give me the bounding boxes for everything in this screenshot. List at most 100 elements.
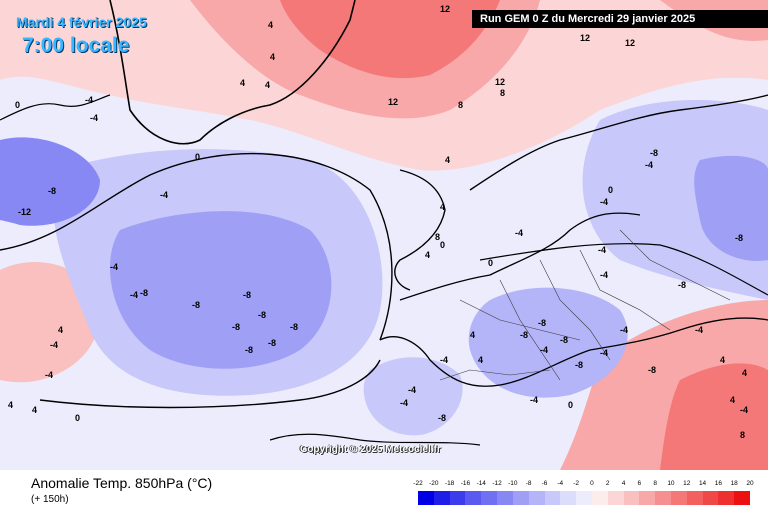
anomaly-value-label: -8 (648, 365, 656, 375)
legend-swatch (560, 491, 577, 505)
anomaly-value-label: -4 (540, 345, 548, 355)
anomaly-value-label: 4 (478, 355, 483, 365)
anomaly-value-label: -8 (192, 300, 200, 310)
anomaly-value-label: -8 (290, 322, 298, 332)
anomaly-value-label: 4 (470, 330, 475, 340)
legend-label: 20 (746, 480, 754, 487)
legend-swatch (576, 491, 592, 505)
legend-swatch (639, 491, 656, 505)
anomaly-value-label: 8 (435, 232, 440, 242)
legend-label: 10 (667, 480, 675, 487)
anomaly-value-label: 0 (568, 400, 573, 410)
anomaly-map: 12 12 12 12 8 12 8 4 4 4 4 4 0 0 -4 -4 -4 -4 -8 -12 -4 -8 -8 -8… (0, 0, 768, 470)
anomaly-value-label: 12 (625, 38, 635, 48)
color-legend: -22 -20 -18 -16 -14 -12 -10 -8 -6 -4 -2 0 2 4 6 8 10 12 14… (413, 480, 754, 508)
anomaly-value-label: -8 (258, 310, 266, 320)
forecast-time: 7:00 locale (22, 34, 130, 57)
legend-swatch (671, 491, 687, 505)
anomaly-value-label: -4 (45, 370, 53, 380)
legend-swatch (528, 491, 545, 505)
anomaly-value-label: 8 (740, 430, 745, 440)
warm-southeast-core (660, 363, 768, 470)
legend-label: 14 (698, 480, 707, 487)
legend-swatch (655, 491, 671, 505)
anomaly-value-label: -4 (600, 270, 608, 280)
anomaly-value-label: -4 (130, 290, 138, 300)
anomaly-value-label: -4 (620, 325, 628, 335)
anomaly-value-label: -8 (48, 186, 56, 196)
legend-label: 0 (590, 480, 594, 487)
map-title: Anomalie Temp. 850hPa (°C) (31, 475, 213, 491)
legend-label: -2 (573, 480, 579, 487)
legend-label: -10 (508, 480, 518, 487)
anomaly-value-label: -4 (740, 405, 748, 415)
anomaly-value-label: 12 (580, 33, 590, 43)
anomaly-value-label: 4 (270, 52, 275, 62)
legend-swatch (623, 491, 640, 505)
anomaly-value-label: -4 (515, 228, 523, 238)
anomaly-value-label: -4 (85, 95, 93, 105)
anomaly-value-label: -4 (600, 197, 608, 207)
legend-label: 8 (653, 480, 657, 487)
anomaly-value-label: 4 (742, 368, 747, 378)
legend-label: 6 (637, 480, 642, 487)
cold-atlantic-core (110, 211, 332, 369)
contour-zero-west (0, 152, 393, 341)
anomaly-value-label: 4 (240, 78, 245, 88)
anomaly-value-label: 12 (388, 97, 398, 107)
anomaly-value-label: 4 (268, 20, 273, 30)
legend-label: -20 (429, 480, 439, 487)
britain-coast (394, 169, 446, 291)
anomaly-value-label: 0 (440, 240, 445, 250)
anomaly-value-label: -4 (530, 395, 538, 405)
legend-swatch (497, 491, 513, 505)
anomaly-value-label: -8 (650, 148, 658, 158)
legend-swatch (418, 491, 434, 505)
anomaly-value-label: -4 (600, 348, 608, 358)
legend-swatch (512, 491, 529, 505)
africa-coast (269, 433, 481, 446)
anomaly-value-label: -4 (110, 262, 118, 272)
anomaly-value-label: -8 (243, 290, 251, 300)
anomaly-value-label: -8 (232, 322, 240, 332)
anomaly-value-label: -4 (50, 340, 58, 350)
legend-label: -22 (413, 480, 423, 487)
legend-swatch (686, 491, 703, 505)
anomaly-value-label: -8 (520, 330, 528, 340)
anomaly-value-label: -4 (90, 113, 98, 123)
legend-swatch (465, 491, 482, 505)
anomaly-value-label: -8 (268, 338, 276, 348)
anomaly-value-label: -8 (735, 233, 743, 243)
anomaly-value-label: -4 (645, 160, 653, 170)
anomaly-value-label: -4 (598, 245, 606, 255)
legend-labels: -22 -20 -18 -16 -14 -12 -10 -8 -6 -4 -2 0 2 4 6 8 10 12 14… (413, 480, 754, 490)
legend-label: 18 (730, 480, 738, 487)
anomaly-value-label: 4 (58, 325, 63, 335)
anomaly-value-label: 4 (445, 155, 450, 165)
greenland-coast (109, 0, 356, 145)
anomaly-value-label: 0 (75, 413, 80, 423)
cold-iberia (363, 357, 463, 436)
model-run-label: Run GEM 0 Z du Mercredi 29 janvier 2025 (472, 10, 768, 28)
legend-label: 4 (621, 480, 626, 487)
legend-swatch (718, 491, 735, 505)
country-borders (439, 229, 731, 381)
warm-peak (280, 0, 500, 79)
anomaly-value-label: -8 (538, 318, 546, 328)
anomaly-value-label: -8 (245, 345, 253, 355)
anomaly-value-label: 12 (495, 77, 505, 87)
anomaly-value-label: -12 (18, 207, 31, 217)
anomaly-value-label: 4 (440, 202, 445, 212)
anomaly-value-label: -4 (160, 190, 168, 200)
anomaly-value-label: -8 (678, 280, 686, 290)
legend-label: -14 (476, 480, 486, 487)
europe-north-coast (399, 212, 641, 301)
anomaly-value-label: -8 (575, 360, 583, 370)
cold-russia-core (694, 155, 768, 261)
anomaly-value-label: -4 (408, 385, 416, 395)
anomaly-value-label: -8 (560, 335, 568, 345)
cold-central-europe (468, 287, 628, 398)
canada-coast (0, 94, 111, 121)
